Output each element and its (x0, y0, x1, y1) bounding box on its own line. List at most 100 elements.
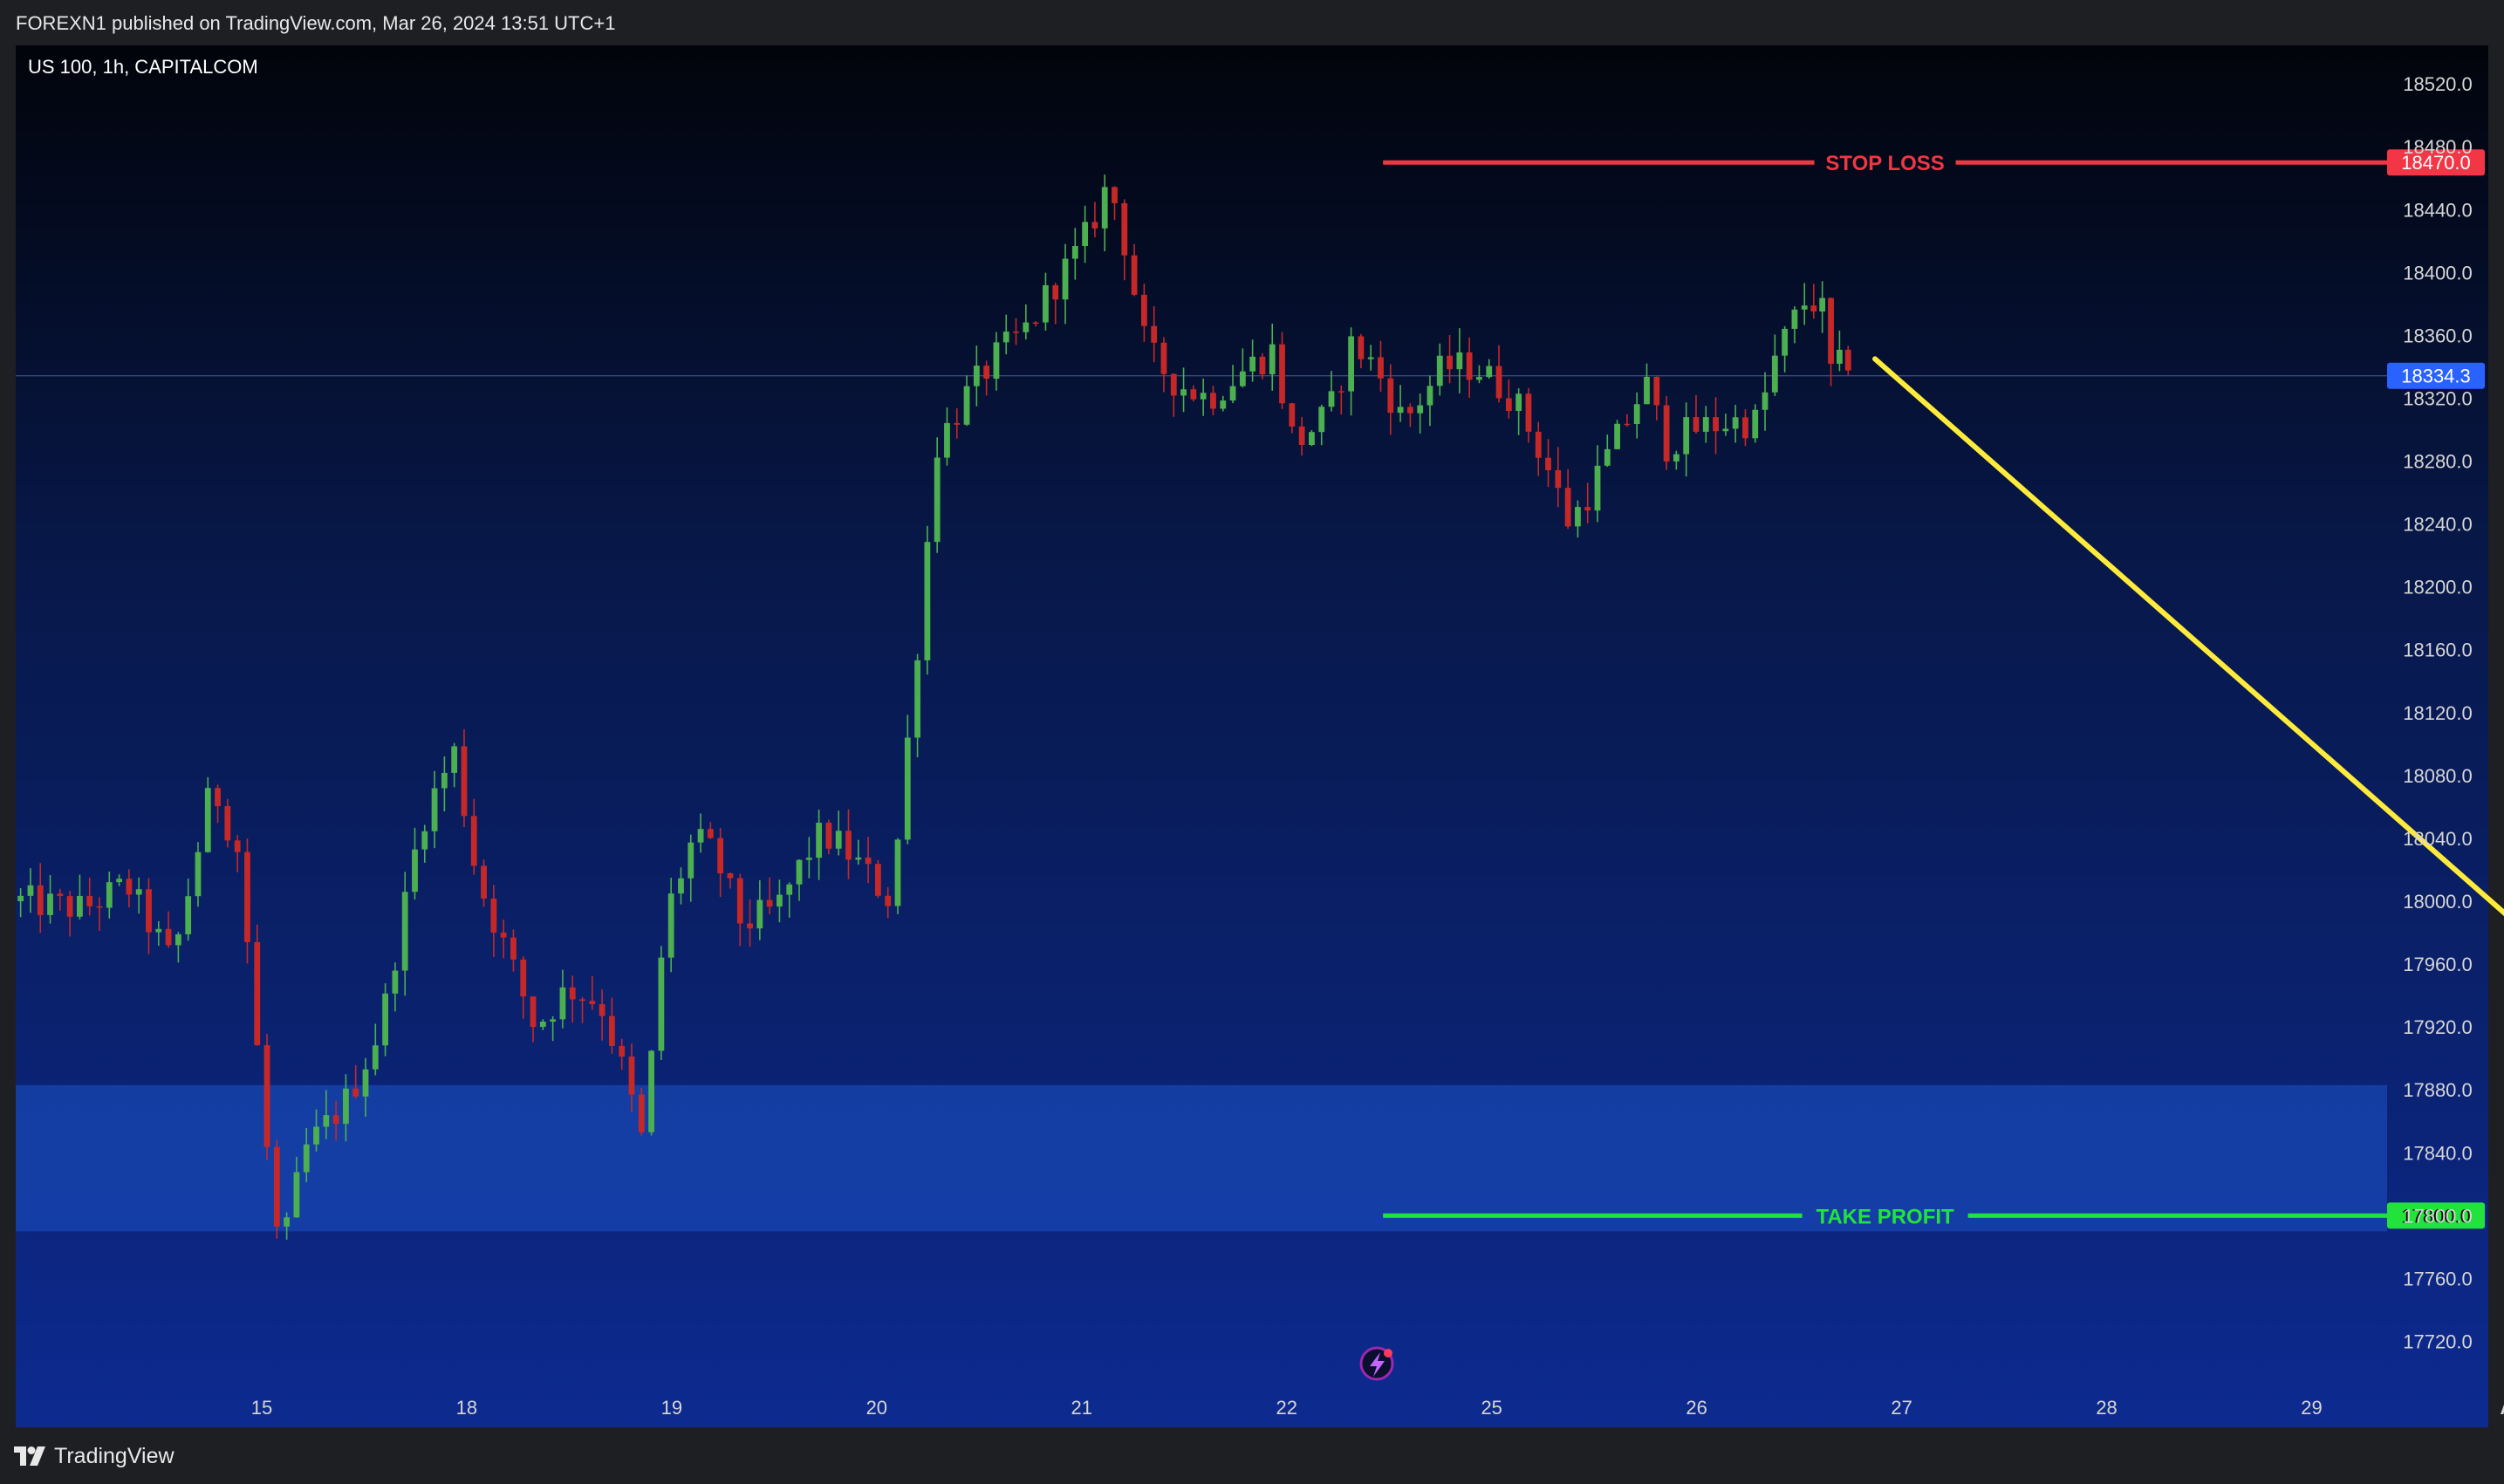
candle-body (155, 928, 162, 933)
stop-loss-label: STOP LOSS (1825, 152, 1945, 175)
candle (1819, 281, 1826, 333)
candle-body (845, 831, 852, 860)
price-tick-label: 17760.0 (2403, 1268, 2473, 1289)
candle-body (1318, 407, 1325, 433)
candle-body (1417, 405, 1424, 414)
candle-body (1653, 376, 1660, 406)
candle (1131, 243, 1138, 297)
candle-body (628, 1057, 635, 1095)
candle (195, 842, 202, 907)
candle (904, 715, 911, 845)
candle (263, 1034, 270, 1160)
time-tick-label: 26 (1686, 1397, 1707, 1419)
candle (1476, 365, 1482, 384)
target-zone (16, 1084, 2387, 1232)
candle (805, 837, 812, 879)
candle (697, 813, 704, 853)
candle (1180, 367, 1187, 413)
take-profit-line[interactable]: TAKE PROFIT 17800.0 (1383, 1202, 2485, 1229)
time-tick-label: 18 (456, 1397, 477, 1419)
candle (599, 989, 605, 1041)
lightning-icon[interactable] (1359, 1346, 1394, 1381)
stop-loss-line[interactable]: STOP LOSS 18470.0 (1383, 149, 2485, 176)
candle (204, 776, 211, 853)
price-tick-label: 18120.0 (2403, 702, 2473, 724)
candle (106, 872, 113, 919)
candle-body (944, 422, 950, 458)
candle (1091, 202, 1098, 238)
candle (707, 822, 714, 839)
candle-body (559, 987, 566, 1020)
candle-body (688, 842, 694, 879)
candle (1239, 348, 1246, 388)
candle-body (372, 1045, 379, 1070)
candle-body (470, 816, 477, 866)
time-tick-label: 20 (866, 1397, 887, 1419)
candle (146, 878, 152, 954)
candle-body (1837, 349, 1843, 364)
candle (273, 1139, 280, 1239)
candle (1417, 393, 1424, 434)
time-axis[interactable]: 1518192021222526272829Apr23 (251, 1397, 2504, 1419)
price-tick-label: 17720.0 (2403, 1330, 2473, 1352)
candle-body (1259, 356, 1266, 374)
candle (343, 1074, 349, 1142)
candle-body (66, 896, 73, 917)
candle-body (1406, 407, 1413, 414)
candle (1624, 414, 1631, 427)
candle-body (1397, 407, 1404, 414)
candle (215, 784, 221, 824)
candle-body (254, 941, 261, 1046)
candle (1683, 402, 1690, 477)
candle-body (293, 1172, 300, 1218)
candle-body (284, 1217, 291, 1227)
last-price-label: 18334.3 (2401, 366, 2471, 387)
tradingview-logo[interactable]: TradingView (14, 1441, 174, 1471)
candle (569, 975, 576, 1023)
candle-body (1594, 465, 1601, 511)
price-axis[interactable]: 17720.0 17760.0 17800.0 17840.0 17880.0 17920… (2387, 73, 2485, 1352)
candle (1160, 337, 1167, 393)
candle (638, 1087, 645, 1136)
candle (1782, 325, 1789, 373)
candle (973, 345, 980, 407)
candle-body (619, 1045, 626, 1057)
candle (1456, 328, 1463, 393)
projection-arrow[interactable] (1872, 356, 2504, 1090)
candle-body (1486, 366, 1493, 378)
candle (37, 863, 44, 933)
candle (609, 997, 615, 1054)
candle-body (1722, 428, 1729, 432)
candle (1200, 378, 1207, 416)
price-tick-label: 18360.0 (2403, 325, 2473, 346)
candle (1387, 364, 1394, 435)
candle (1309, 429, 1315, 447)
time-tick-label: 22 (1276, 1397, 1296, 1419)
candle (1535, 421, 1542, 476)
candle-body (973, 366, 980, 386)
candle-body (1844, 349, 1851, 371)
candle-body (1771, 355, 1778, 393)
time-tick-label: Apr (2501, 1397, 2504, 1419)
publisher-header: FOREXN1 published on TradingView.com, Ma… (0, 0, 2504, 45)
candle-body (1101, 187, 1108, 229)
candle-body (1604, 448, 1611, 466)
candle-body (1023, 322, 1030, 332)
candle-body (1555, 469, 1562, 489)
candle (1791, 305, 1798, 344)
candle-body (57, 893, 64, 897)
candle (589, 975, 596, 1010)
candle (559, 969, 566, 1029)
candle-body (1220, 400, 1227, 409)
price-tick-label: 17800.0 (2403, 1205, 2473, 1227)
candle (313, 1109, 319, 1152)
candle (224, 798, 231, 848)
candle-body (1338, 391, 1344, 393)
candle-body (1614, 423, 1620, 449)
candle-body (825, 823, 832, 849)
candle-body (421, 831, 428, 850)
price-tick-label: 18040.0 (2403, 828, 2473, 850)
candle (924, 525, 931, 675)
candle-body (1742, 417, 1748, 439)
